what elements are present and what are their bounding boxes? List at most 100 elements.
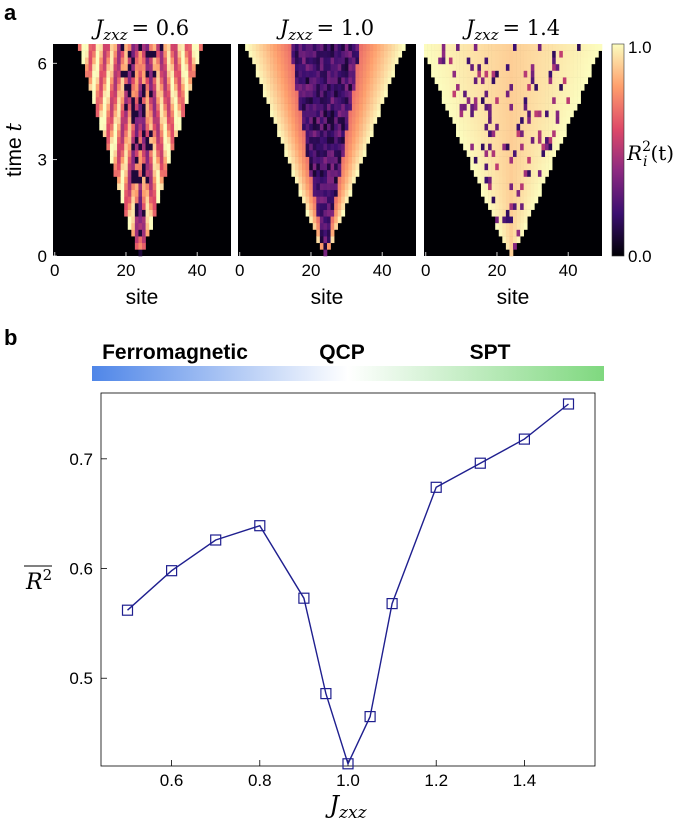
heatmap-cell [302, 176, 306, 184]
heatmap-cell [495, 163, 500, 171]
heatmap-cell [502, 90, 507, 98]
data-point-marker [298, 592, 310, 604]
heatmap-cell [124, 196, 129, 204]
heatmap-cell [319, 196, 324, 204]
heatmap-cell [134, 203, 139, 210]
heatmap-cell [505, 77, 510, 85]
heatmap-cell [344, 50, 349, 58]
heatmap-cell [434, 70, 439, 78]
heatmap-cell [316, 90, 321, 98]
heatmap-cell [134, 50, 139, 58]
heatmap-cell [337, 44, 342, 51]
heatmap-cell [548, 63, 553, 71]
heatmap-cell [513, 229, 517, 237]
heatmap-cell [566, 97, 571, 104]
heatmap-cell [145, 50, 150, 58]
heatmap-cell [523, 50, 528, 58]
heatmap-cell [270, 63, 274, 71]
heatmap-cell [284, 50, 289, 58]
heatmap-cell [456, 83, 460, 91]
heatmap-cell [513, 103, 517, 111]
heatmap-cell [438, 83, 443, 91]
heatmap-cell [152, 63, 157, 71]
heatmap-cell [369, 123, 374, 131]
heatmap-cell [312, 57, 317, 65]
heatmap-cell [516, 209, 521, 217]
heatmap-cell [117, 110, 121, 118]
heatmap-cell [327, 222, 331, 230]
heatmap-cell [530, 189, 535, 197]
heatmap-cell [102, 130, 107, 138]
heatmap-cell [520, 176, 524, 184]
heatmap-cell [245, 44, 249, 51]
heatmap-cell [477, 123, 482, 131]
heatmap-cell [305, 143, 310, 151]
heatmap-cell [138, 150, 143, 157]
heatmap-cell [541, 156, 546, 164]
heatmap-cell [344, 77, 349, 85]
heatmap-cell [102, 57, 107, 65]
heatmap-cell [327, 176, 331, 184]
colorbar-label-sub: i [643, 154, 647, 170]
heatmap-cell [323, 77, 328, 85]
colorbar-label-sup: 2 [642, 139, 651, 155]
heatmap-cell [259, 70, 264, 78]
heatmap-cell [294, 70, 299, 78]
heatmap-cell [273, 110, 278, 118]
heatmap-cell [291, 150, 296, 157]
heatmap-cell [302, 90, 306, 98]
heatmap-cell [163, 103, 168, 111]
heatmap-cell [195, 44, 200, 51]
heatmap-cell [134, 156, 139, 164]
heatmap-cell [124, 83, 129, 91]
heatmap-cell [491, 143, 496, 151]
heatmap-cell [323, 169, 328, 177]
heatmap-cell [323, 183, 328, 191]
heatmap-cell [255, 63, 260, 71]
heatmap-cell [312, 50, 317, 58]
heatmap-cell [316, 229, 321, 237]
heatmap-cell [480, 123, 485, 131]
heatmap-cell [498, 216, 503, 224]
line-y-axis-label: R2 [24, 565, 52, 595]
heatmap-cell [277, 123, 282, 131]
heatmap-cell [369, 57, 374, 65]
heatmap-cell [516, 216, 521, 224]
heatmap-cell [305, 123, 310, 131]
heatmap-cell [351, 50, 356, 58]
heatmap-cell [509, 222, 514, 230]
heatmap-cell [291, 50, 296, 58]
heatmap-cell [131, 203, 136, 210]
heatmap-cell [88, 50, 93, 58]
heatmap-cell [376, 110, 381, 118]
heatmap-cell [441, 44, 446, 51]
heatmap-cell [312, 123, 317, 131]
heatmap-cell [305, 189, 310, 197]
heatmap-cell [362, 123, 367, 131]
heatmap-cell [327, 123, 331, 131]
colorbar-label: R2 i (t) [626, 139, 674, 170]
heatmap-cell [348, 103, 353, 111]
heatmap-cell [545, 70, 549, 78]
heatmap-cell [327, 143, 331, 151]
heatmap-cell [509, 136, 514, 144]
heatmap-cell [124, 163, 129, 171]
heatmap-cell [351, 83, 356, 91]
heatmap-cell [344, 169, 349, 177]
heatmap-cell [316, 169, 321, 177]
heatmap-cell [530, 143, 535, 151]
heatmap-cell [498, 77, 503, 85]
heatmap-cell [124, 183, 129, 191]
heatmap-cell [463, 70, 468, 78]
heatmap-cell [166, 110, 171, 118]
heatmap-cell [127, 44, 132, 51]
heatmap-cell [309, 130, 314, 138]
heatmap-cell [316, 77, 321, 85]
heatmap-cell [456, 77, 460, 85]
heatmap-cell [498, 209, 503, 217]
heatmap-cell [195, 50, 200, 58]
heatmap-cell [341, 169, 346, 177]
heatmap-cell [555, 123, 560, 131]
